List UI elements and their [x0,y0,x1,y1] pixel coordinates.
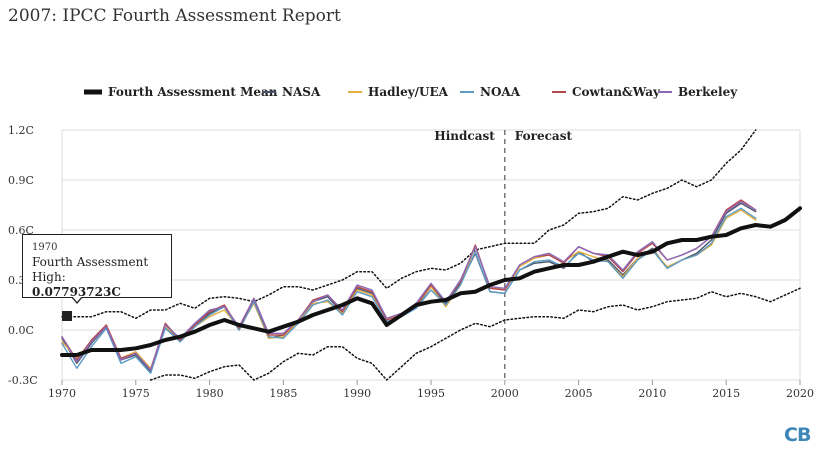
legend-item-berkeley[interactable]: Berkeley [658,85,738,99]
x-tick-label: 1990 [343,387,371,400]
legend-item-noaa[interactable]: NOAA [460,85,521,99]
x-tick-label: 1980 [196,387,224,400]
tooltip-pointer-inner [72,296,82,302]
x-tick-label: 2010 [638,387,666,400]
series-line-noaa [61,207,757,374]
x-tick-label: 2020 [786,387,814,400]
series-line-fourth-assessment-mean [60,206,802,357]
carbon-brief-logo: CB [784,424,811,446]
x-tick-label: 2015 [712,387,740,400]
x-tick-label: 1975 [122,387,150,400]
grid-layer [61,129,801,381]
legend-label: Berkeley [678,85,738,99]
series-line-fourth-assessment-high [61,129,757,320]
y-tick-label: 0.9C [8,174,34,187]
y-tick-label: 0.6C [8,224,34,237]
series-layer [60,129,802,381]
tooltip-value: 0.07793723C [32,285,121,299]
legend-item-nasa[interactable]: NASA [262,85,321,99]
tooltip: 1970 Fourth Assessment High: 0.07793723C [22,234,172,299]
legend-label: Cowtan&Way [572,85,661,99]
legend-label: Hadley/UEA [368,85,449,99]
legend-item-cowtan-way[interactable]: Cowtan&Way [552,85,661,99]
legend-label: NOAA [480,85,521,99]
x-tick-label: 1995 [417,387,445,400]
chart-title: 2007: IPCC Fourth Assessment Report [8,6,341,26]
legend-label: NASA [282,85,321,99]
x-tick-label: 2000 [491,387,519,400]
tooltip-year: 1970 [32,242,58,253]
legend: Fourth Assessment Mean NASA Hadley/UEA NOAA… [84,85,738,99]
tooltip-point-marker[interactable] [62,311,72,321]
tooltip-series-label: Fourth Assessment High: [32,255,149,284]
y-tick-label: -0.3C [8,374,38,387]
x-tick-label: 1985 [269,387,297,400]
x-tick-label: 2005 [565,387,593,400]
annotation-layer: Hindcast Forecast [434,129,572,380]
series-line-fourth-assessment-low [149,287,801,381]
legend-item-hadley-uea[interactable]: Hadley/UEA [348,85,449,99]
hindcast-label: Hindcast [434,129,495,143]
legend-item-fourth-assessment-mean[interactable]: Fourth Assessment Mean [84,85,278,99]
y-tick-label: 0.0C [8,324,34,337]
forecast-label: Forecast [515,129,573,143]
legend-label: Fourth Assessment Mean [108,85,278,99]
y-tick-label: 1.2C [8,124,34,137]
x-tick-label: 1970 [48,387,76,400]
